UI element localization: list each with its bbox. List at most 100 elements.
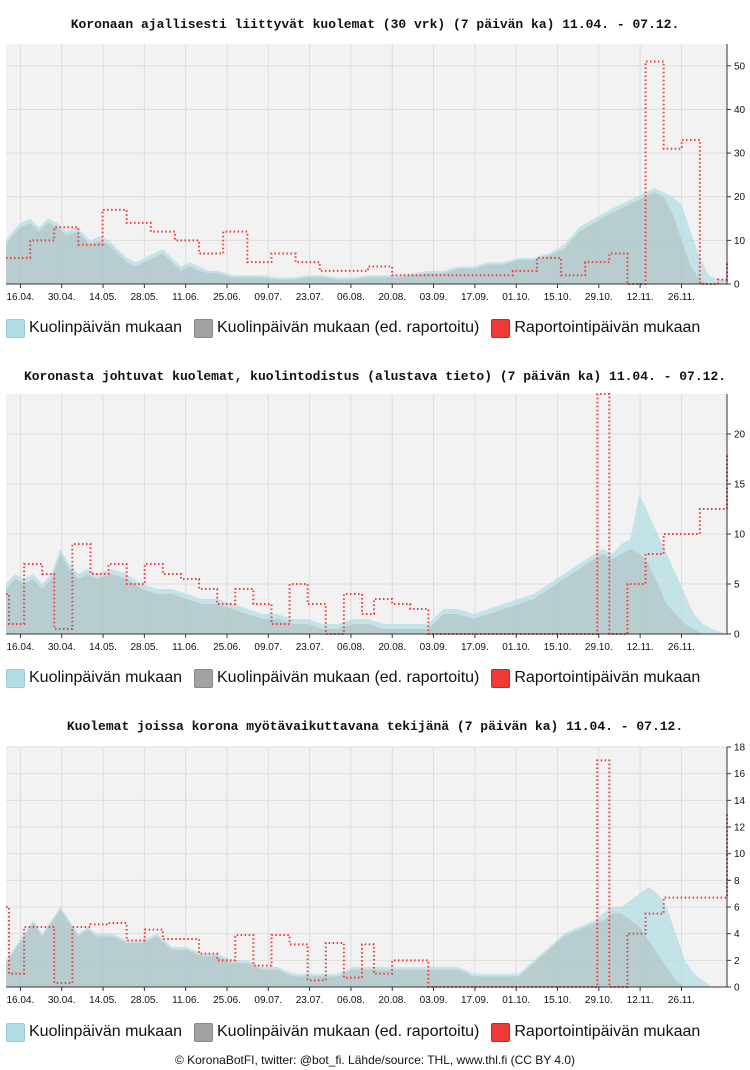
y-tick-label: 15 <box>734 480 746 491</box>
x-tick-label: 11.06. <box>172 995 199 1006</box>
legend-swatch-series-b <box>194 318 213 338</box>
x-tick-label: 30.04. <box>48 642 76 653</box>
chart-title-3: Kuolemat joissa korona myötävaikuttavana… <box>66 719 684 734</box>
x-tick-label: 14.05. <box>89 292 117 303</box>
y-tick-label: 20 <box>734 192 746 203</box>
y-tick-label: 0 <box>734 630 740 641</box>
x-tick-label: 29.10. <box>585 995 613 1006</box>
y-tick-label: 20 <box>734 430 746 441</box>
y-tick-label: 10 <box>734 236 746 247</box>
x-tick-label: 25.06. <box>213 292 241 303</box>
legend-label-series-a: Kuolinpäivän mukaan <box>29 319 182 336</box>
x-tick-label: 23.07. <box>296 642 324 653</box>
legend-label-series-b: Kuolinpäivän mukaan (ed. raportoitu) <box>217 1023 480 1040</box>
x-tick-label: 01.10. <box>502 995 530 1006</box>
x-tick-label: 30.04. <box>48 292 76 303</box>
y-tick-label: 8 <box>734 876 740 887</box>
legend-swatch-series-b <box>194 1022 213 1042</box>
x-tick-label: 17.09. <box>461 292 489 303</box>
x-tick-label: 29.10. <box>585 292 613 303</box>
series-area-a <box>6 188 727 284</box>
x-tick-label: 03.09. <box>420 292 448 303</box>
series-area-b <box>6 549 727 634</box>
y-tick-label: 10 <box>734 849 746 860</box>
legend-swatch-series-c <box>491 668 511 688</box>
x-tick-label: 09.07. <box>254 292 282 303</box>
legend-label-series-b: Kuolinpäivän mukaan (ed. raportoitu) <box>217 669 480 686</box>
legend-2: Kuolinpäivän mukaan Kuolinpäivän mukaan … <box>6 666 712 690</box>
x-tick-label: 12.11. <box>627 642 654 653</box>
legend-3: Kuolinpäivän mukaan Kuolinpäivän mukaan … <box>6 1020 712 1044</box>
x-tick-label: 25.06. <box>213 642 241 653</box>
y-tick-label: 2 <box>734 956 740 967</box>
legend-label-series-c: Raportointipäivän mukaan <box>514 1023 701 1040</box>
legend-item-series-b: Kuolinpäivän mukaan (ed. raportoitu) <box>194 668 480 688</box>
legend-swatch-series-c <box>491 318 511 338</box>
legend-item-series-c: Raportointipäivän mukaan <box>491 1022 701 1042</box>
y-tick-label: 10 <box>734 530 746 541</box>
x-tick-label: 15.10. <box>544 292 572 303</box>
x-tick-label: 14.05. <box>89 995 117 1006</box>
x-tick-label: 16.04. <box>7 642 35 653</box>
legend-swatch-series-c <box>491 1022 511 1042</box>
chart-title-2: Koronasta johtuvat kuolemat, kuolintodis… <box>23 369 727 384</box>
series-area-a <box>6 887 727 987</box>
x-tick-label: 06.08. <box>337 292 365 303</box>
footer-credits: © KoronaBotFI, twitter: @bot_fi. Lähde/s… <box>174 1053 576 1067</box>
x-tick-label: 03.09. <box>420 995 448 1006</box>
y-tick-label: 0 <box>734 280 740 291</box>
x-tick-label: 29.10. <box>585 642 613 653</box>
legend-swatch-series-b <box>194 668 213 688</box>
x-tick-label: 20.08. <box>378 642 406 653</box>
legend-item-series-c: Raportointipäivän mukaan <box>491 318 701 338</box>
x-tick-label: 03.09. <box>420 642 448 653</box>
x-tick-label: 30.04. <box>48 995 76 1006</box>
chart-2: 0 5 10 15 20 16.04. 30.04. 14.05. 28.05. 11.06. 25… <box>6 393 746 653</box>
series-line-c <box>6 393 728 635</box>
legend-item-series-b: Kuolinpäivän mukaan (ed. raportoitu) <box>194 318 479 338</box>
x-tick-label: 14.05. <box>89 642 117 653</box>
x-tick-label: 25.06. <box>213 995 241 1006</box>
x-tick-label: 09.07. <box>254 642 282 653</box>
x-tick-label: 23.07. <box>296 292 324 303</box>
x-tick-label: 11.06. <box>172 642 199 653</box>
y-tick-label: 6 <box>734 903 740 914</box>
chart-title-1: Koronaan ajallisesti liittyvät kuolemat … <box>70 17 680 32</box>
x-tick-label: 20.08. <box>378 995 406 1006</box>
x-tick-label: 11.06. <box>172 292 199 303</box>
legend-swatch-series-a <box>6 318 25 338</box>
x-tick-label: 09.07. <box>254 995 282 1006</box>
x-tick-label: 01.10. <box>502 292 530 303</box>
x-tick-label: 17.09. <box>461 995 489 1006</box>
legend-item-series-a: Kuolinpäivän mukaan <box>6 668 182 688</box>
legend-label-series-a: Kuolinpäivän mukaan <box>29 1023 182 1040</box>
legend-label-series-c: Raportointipäivän mukaan <box>514 319 701 336</box>
y-tick-label: 14 <box>734 796 746 807</box>
x-tick-label: 26.11. <box>668 995 695 1006</box>
x-tick-label: 15.10. <box>544 642 572 653</box>
x-tick-label: 23.07. <box>296 995 324 1006</box>
y-tick-label: 18 <box>734 743 746 754</box>
y-tick-label: 5 <box>734 580 740 591</box>
series-area-b <box>6 909 727 987</box>
x-tick-label: 16.04. <box>7 995 35 1006</box>
x-tick-label: 12.11. <box>627 995 654 1006</box>
legend-item-series-c: Raportointipäivän mukaan <box>491 668 700 688</box>
series-area-b <box>6 192 727 284</box>
y-tick-label: 30 <box>734 149 746 160</box>
legend-1: Kuolinpäivän mukaan Kuolinpäivän mukaan … <box>6 316 712 340</box>
legend-label-series-a: Kuolinpäivän mukaan <box>29 669 182 686</box>
x-tick-label: 28.05. <box>130 995 158 1006</box>
legend-item-series-b: Kuolinpäivän mukaan (ed. raportoitu) <box>194 1022 480 1042</box>
chart-1: 0 10 20 30 40 50 16.04. 30.04. 14.05. 28.05. 11.06… <box>6 44 746 303</box>
x-tick-label: 16.04. <box>7 292 35 303</box>
x-tick-label: 01.10. <box>502 642 530 653</box>
x-tick-label: 28.05. <box>130 292 158 303</box>
y-tick-label: 50 <box>734 61 746 72</box>
chart-3: 0 2 4 6 8 10 12 14 16 18 16.04. 30.04. 14.05. 28.05. 1… <box>6 743 746 1006</box>
y-tick-label: 16 <box>734 769 746 780</box>
legend-swatch-series-a <box>6 1022 25 1042</box>
x-tick-label: 06.08. <box>337 642 365 653</box>
y-tick-label: 12 <box>734 823 746 834</box>
x-tick-label: 06.08. <box>337 995 365 1006</box>
